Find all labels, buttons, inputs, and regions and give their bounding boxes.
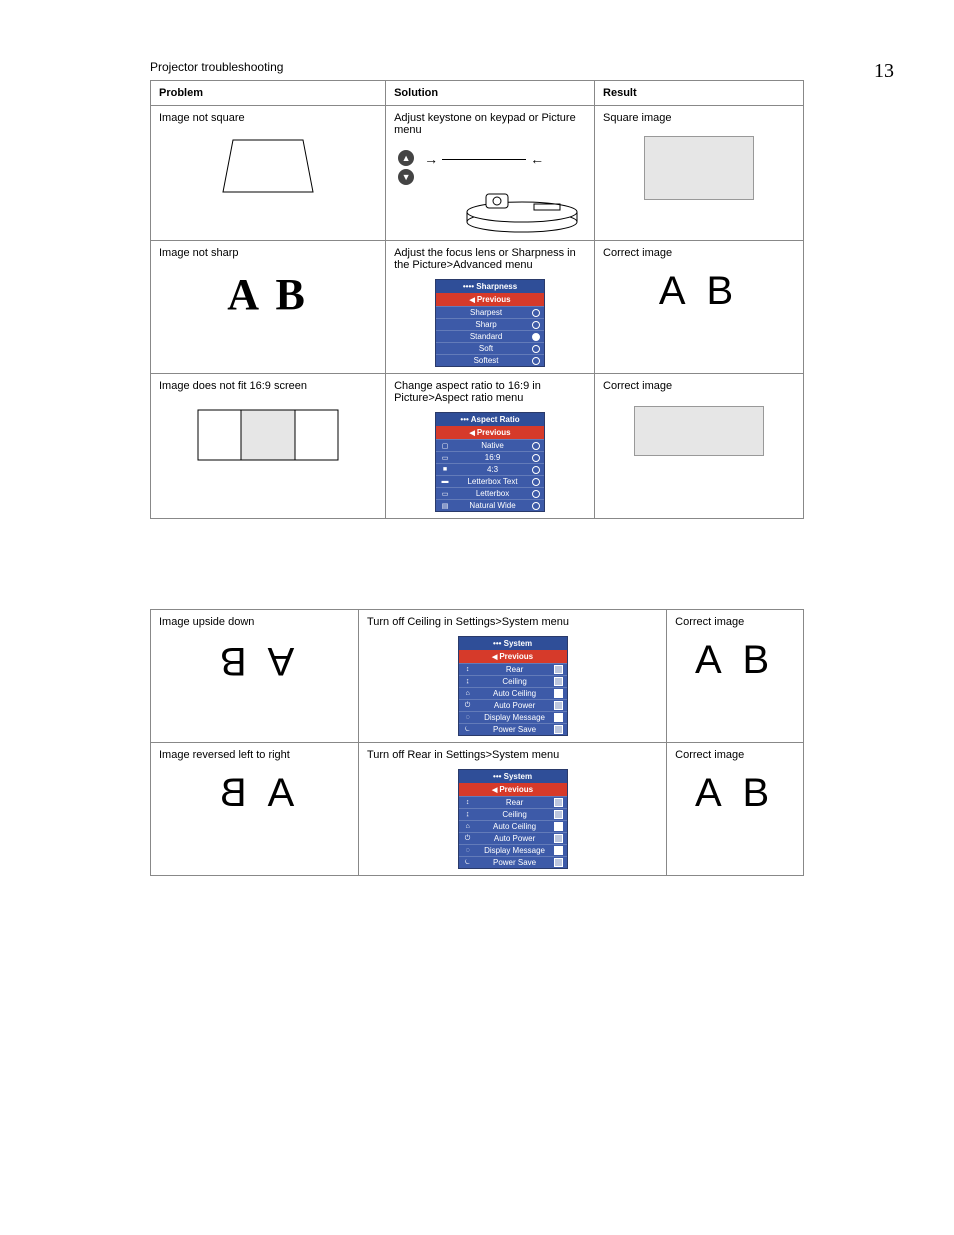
osd-item: ▭Letterbox (436, 487, 544, 499)
osd-item: ⌂Auto Ceiling (459, 687, 567, 699)
osd-menu: •••• Sharpness Previous SharpestSharpSta… (435, 279, 545, 367)
solution-label: Turn off Rear in Settings>System menu (367, 749, 658, 761)
result-label: Correct image (675, 749, 795, 761)
ab-sample-correct: A B (675, 771, 795, 816)
troubleshooting-table-1: Problem Solution Result Image not square… (150, 80, 804, 519)
table-row: Image upside down A B Turn off Ceiling i… (151, 610, 804, 743)
table-row: Image reversed left to right A B Turn of… (151, 743, 804, 876)
osd-previous: Previous (436, 293, 544, 306)
result-cell: Correct image (595, 374, 804, 519)
osd-item: ⏾Power Save (459, 723, 567, 735)
result-label: Square image (603, 112, 795, 124)
keypad-icon: ▲▼ (398, 150, 416, 188)
page-number: 13 (874, 60, 894, 83)
table-row: Image not square Adjust keystone on keyp… (151, 106, 804, 241)
section-title: Projector troubleshooting (150, 60, 804, 74)
solution-label: Adjust keystone on keypad or Picture men… (394, 112, 586, 136)
osd-item: Soft (436, 342, 544, 354)
ab-sample-mirrored: A B (159, 771, 350, 816)
osd-item: Standard (436, 330, 544, 342)
problem-label: Image does not fit 16:9 screen (159, 380, 377, 392)
osd-item: ↨Ceiling (459, 808, 567, 820)
trapezoid-icon (213, 132, 323, 202)
osd-menu: ••• System Previous ↕Rear↨Ceiling⌂Auto C… (458, 636, 568, 736)
problem-cell: Image reversed left to right A B (151, 743, 359, 876)
problem-label: Image not sharp (159, 247, 377, 259)
osd-item: ⏻Auto Power (459, 832, 567, 844)
osd-item: Sharp (436, 318, 544, 330)
solution-label: Change aspect ratio to 16:9 in Picture>A… (394, 380, 586, 404)
osd-item: Sharpest (436, 306, 544, 318)
page: 13 Projector troubleshooting Problem Sol… (0, 0, 954, 916)
problem-label: Image upside down (159, 616, 350, 628)
ab-sample-correct: A B (675, 638, 795, 683)
osd-title: ••• Aspect Ratio (436, 413, 544, 426)
problem-cell: Image not sharp A B (151, 241, 386, 374)
result-cell: Correct image A B (667, 610, 804, 743)
result-label: Correct image (603, 247, 795, 259)
osd-menu: ••• System Previous ↕Rear↨Ceiling⌂Auto C… (458, 769, 568, 869)
osd-previous: Previous (459, 650, 567, 663)
arrows-icon: →← (424, 152, 544, 166)
result-cell: Square image (595, 106, 804, 241)
osd-title: •••• Sharpness (436, 280, 544, 293)
solution-cell: Turn off Ceiling in Settings>System menu… (358, 610, 666, 743)
solution-label: Adjust the focus lens or Sharpness in th… (394, 247, 586, 271)
problem-label: Image reversed left to right (159, 749, 350, 761)
header-solution: Solution (386, 81, 595, 106)
solution-label: Turn off Ceiling in Settings>System menu (367, 616, 658, 628)
osd-item: ↕Rear (459, 663, 567, 675)
ab-sample-correct: A B (603, 269, 795, 314)
problem-cell: Image upside down A B (151, 610, 359, 743)
osd-item: ■4:3 (436, 463, 544, 475)
osd-previous: Previous (436, 426, 544, 439)
aspect-mismatch-icon (193, 400, 343, 470)
table-row: Image does not fit 16:9 screen Change as… (151, 374, 804, 519)
osd-item: ▢Native (436, 439, 544, 451)
osd-item: ⌂Auto Ceiling (459, 820, 567, 832)
osd-item: ◌Display Message (459, 844, 567, 856)
osd-item: ↕Rear (459, 796, 567, 808)
osd-menu: ••• Aspect Ratio Previous ▢Native▭16:9■4… (435, 412, 545, 512)
problem-cell: Image not square (151, 106, 386, 241)
osd-item: ↨Ceiling (459, 675, 567, 687)
result-wide-box (634, 406, 764, 456)
result-label: Correct image (675, 616, 795, 628)
osd-item: ▭16:9 (436, 451, 544, 463)
osd-item: ▬Letterbox Text (436, 475, 544, 487)
osd-item: ◌Display Message (459, 711, 567, 723)
table-row: Image not sharp A B Adjust the focus len… (151, 241, 804, 374)
osd-title: ••• System (459, 637, 567, 650)
projector-icon (462, 174, 582, 234)
osd-item: ⏾Power Save (459, 856, 567, 868)
ab-sample-upside: A B (159, 638, 350, 683)
osd-item: ▤Natural Wide (436, 499, 544, 511)
ab-sample-bold: A B (159, 269, 377, 320)
osd-item: Softest (436, 354, 544, 366)
osd-previous: Previous (459, 783, 567, 796)
osd-title: ••• System (459, 770, 567, 783)
result-cell: Correct image A B (667, 743, 804, 876)
osd-item: ⏻Auto Power (459, 699, 567, 711)
projector-diagram: ▲▼ →← (394, 144, 586, 234)
result-label: Correct image (603, 380, 795, 392)
troubleshooting-table-2: Image upside down A B Turn off Ceiling i… (150, 609, 804, 876)
solution-cell: Turn off Rear in Settings>System menu ••… (358, 743, 666, 876)
result-cell: Correct image A B (595, 241, 804, 374)
result-square-box (644, 136, 754, 200)
problem-cell: Image does not fit 16:9 screen (151, 374, 386, 519)
header-result: Result (595, 81, 804, 106)
solution-cell: Adjust the focus lens or Sharpness in th… (386, 241, 595, 374)
solution-cell: Adjust keystone on keypad or Picture men… (386, 106, 595, 241)
problem-label: Image not square (159, 112, 377, 124)
header-problem: Problem (151, 81, 386, 106)
solution-cell: Change aspect ratio to 16:9 in Picture>A… (386, 374, 595, 519)
